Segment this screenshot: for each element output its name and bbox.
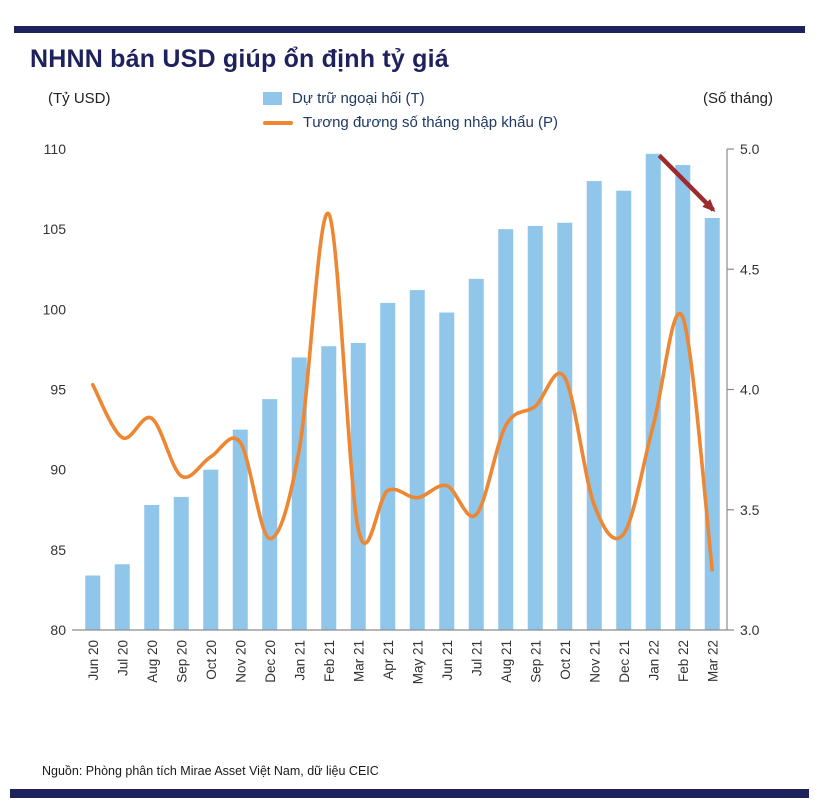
- svg-text:80: 80: [50, 622, 66, 638]
- svg-text:4.5: 4.5: [740, 261, 760, 277]
- source-note: Nguồn: Phòng phân tích Mirae Asset Việt …: [42, 764, 379, 778]
- svg-text:3.5: 3.5: [740, 502, 760, 518]
- svg-text:4.0: 4.0: [740, 382, 760, 398]
- svg-text:5.0: 5.0: [740, 141, 760, 157]
- legend: Dự trữ ngoại hối (T) Tương đương số thán…: [263, 90, 558, 131]
- tick-labels: 80 85 90 95 100 105 110 3.0 3.5 4.0 4.5 5.0 Jun 20 Ju…: [43, 141, 760, 684]
- svg-text:Jun 21: Jun 21: [440, 640, 455, 681]
- svg-text:Feb 22: Feb 22: [676, 640, 691, 682]
- svg-text:Jun 20: Jun 20: [86, 640, 101, 681]
- svg-text:Nov 20: Nov 20: [233, 640, 248, 683]
- svg-text:May 21: May 21: [410, 640, 425, 684]
- svg-text:Jul 21: Jul 21: [469, 640, 484, 676]
- left-axis-unit: (Tỷ USD): [48, 90, 111, 107]
- top-rule: [14, 26, 805, 33]
- axes: [72, 148, 734, 631]
- svg-text:3.0: 3.0: [740, 622, 760, 638]
- svg-text:Sep 20: Sep 20: [174, 640, 189, 683]
- svg-text:Jul 20: Jul 20: [115, 640, 130, 676]
- svg-text:Oct 21: Oct 21: [558, 640, 573, 680]
- svg-text:110: 110: [44, 141, 67, 157]
- svg-text:Oct 20: Oct 20: [204, 640, 219, 680]
- bottom-rule: [10, 789, 809, 798]
- chart-svg: 80 85 90 95 100 105 110 3.0 3.5 4.0 4.5 5.0 Jun 20 Ju…: [43, 141, 760, 684]
- line-swatch-icon: [263, 120, 294, 125]
- bar-swatch-icon: [263, 92, 283, 105]
- svg-text:95: 95: [50, 382, 66, 398]
- chart-header: (Tỷ USD) Dự trữ ngoại hối (T) Tương đươn…: [0, 90, 819, 131]
- trend-arrow: [657, 153, 716, 213]
- chart-area: 80 85 90 95 100 105 110 3.0 3.5 4.0 4.5 5.0 Jun 20 Ju…: [0, 133, 819, 723]
- svg-text:Dec 21: Dec 21: [617, 640, 632, 683]
- svg-text:Aug 20: Aug 20: [145, 640, 160, 683]
- svg-text:Mar 21: Mar 21: [351, 640, 366, 682]
- svg-text:Nov 21: Nov 21: [587, 640, 602, 683]
- svg-text:Aug 21: Aug 21: [499, 640, 514, 683]
- svg-text:90: 90: [50, 462, 66, 478]
- svg-text:Sep 21: Sep 21: [528, 640, 543, 683]
- line-series: [90, 211, 715, 572]
- bar-series: [85, 153, 720, 631]
- legend-item-import-months: Tương đương số tháng nhập khẩu (P): [263, 114, 558, 131]
- svg-text:Dec 20: Dec 20: [263, 640, 278, 683]
- svg-text:Apr 21: Apr 21: [381, 640, 396, 680]
- svg-text:105: 105: [43, 221, 67, 237]
- svg-text:Jan 22: Jan 22: [646, 640, 661, 681]
- svg-text:Jan 21: Jan 21: [292, 640, 307, 681]
- legend-label-import-months: Tương đương số tháng nhập khẩu (P): [303, 114, 558, 131]
- legend-label-reserves: Dự trữ ngoại hối (T): [292, 90, 425, 107]
- legend-item-reserves: Dự trữ ngoại hối (T): [263, 90, 558, 107]
- svg-text:100: 100: [43, 301, 67, 317]
- right-axis-unit: (Số tháng): [702, 90, 773, 107]
- svg-text:Feb 21: Feb 21: [322, 640, 337, 682]
- svg-text:85: 85: [50, 542, 66, 558]
- page-title: NHNN bán USD giúp ổn định tỷ giá: [30, 45, 449, 73]
- svg-text:Mar 22: Mar 22: [705, 640, 720, 682]
